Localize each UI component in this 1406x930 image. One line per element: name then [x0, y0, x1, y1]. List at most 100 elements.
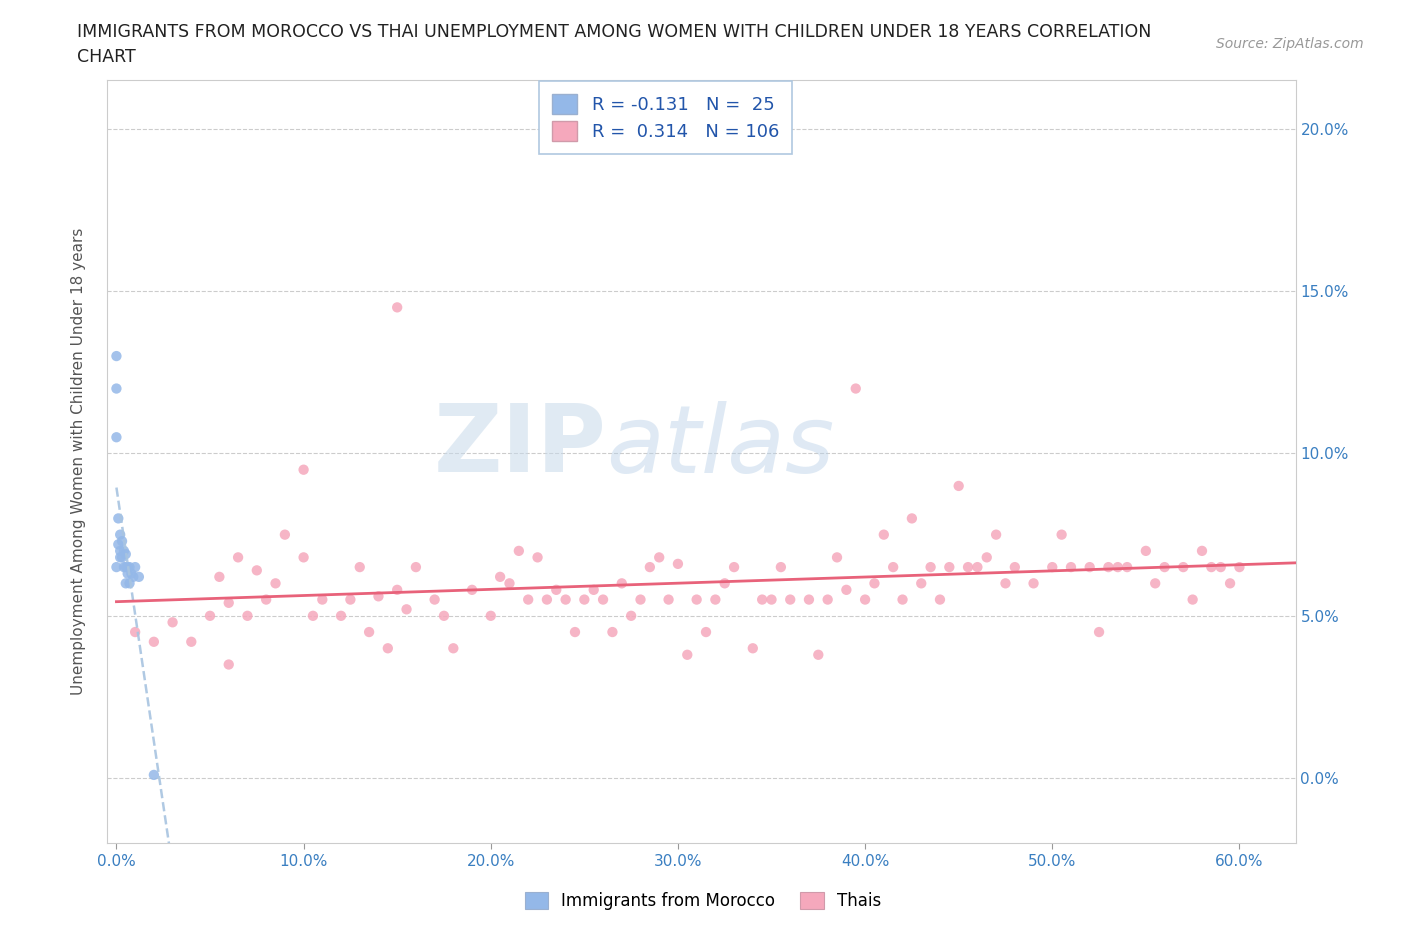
Point	[1116, 560, 1139, 575]
Point	[111, 534, 134, 549]
Y-axis label: Unemployment Among Women with Children Under 18 years: Unemployment Among Women with Children U…	[72, 228, 86, 696]
Point	[359, 625, 381, 640]
Point	[901, 511, 924, 525]
Point	[1219, 576, 1241, 591]
Point	[105, 430, 128, 445]
Point	[574, 592, 596, 607]
Text: atlas: atlas	[606, 401, 835, 492]
Point	[385, 300, 408, 315]
Point	[107, 537, 129, 551]
Point	[254, 592, 277, 607]
Point	[845, 381, 868, 396]
Point	[1040, 560, 1063, 575]
Point	[226, 550, 249, 565]
Point	[105, 560, 128, 575]
Text: CHART: CHART	[77, 48, 136, 66]
Point	[377, 641, 399, 656]
Point	[929, 592, 952, 607]
Point	[630, 592, 652, 607]
Point	[966, 560, 988, 575]
Point	[1135, 543, 1157, 558]
Point	[1209, 560, 1232, 575]
Point	[1050, 527, 1073, 542]
Point	[122, 569, 145, 584]
Point	[489, 569, 512, 584]
Point	[120, 566, 142, 581]
Point	[508, 543, 530, 558]
Point	[114, 576, 136, 591]
Point	[835, 582, 858, 597]
Point	[741, 641, 763, 656]
Point	[423, 592, 446, 607]
Point	[938, 560, 960, 575]
Point	[302, 608, 325, 623]
Point	[1078, 560, 1101, 575]
Point	[367, 589, 389, 604]
Point	[769, 560, 792, 575]
Point	[797, 592, 820, 607]
Point	[292, 550, 315, 565]
Point	[142, 634, 165, 649]
Point	[124, 560, 146, 575]
Point	[180, 634, 202, 649]
Point	[112, 543, 135, 558]
Point	[984, 527, 1007, 542]
Point	[948, 479, 970, 494]
Point	[817, 592, 839, 607]
Point	[863, 576, 886, 591]
Point	[218, 658, 240, 672]
Point	[236, 608, 259, 623]
Point	[1004, 560, 1026, 575]
Point	[554, 592, 576, 607]
Legend: R = -0.131   N =  25, R =  0.314   N = 106: R = -0.131 N = 25, R = 0.314 N = 106	[540, 82, 792, 153]
Point	[825, 550, 848, 565]
Point	[526, 550, 548, 565]
Text: ZIP: ZIP	[433, 400, 606, 492]
Point	[873, 527, 896, 542]
Point	[779, 592, 801, 607]
Point	[536, 592, 558, 607]
Point	[676, 647, 699, 662]
Point	[108, 550, 131, 565]
Point	[111, 550, 134, 565]
Point	[128, 569, 150, 584]
Point	[648, 550, 671, 565]
Point	[385, 582, 408, 597]
Point	[638, 560, 661, 575]
Point	[546, 582, 568, 597]
Point	[882, 560, 904, 575]
Point	[564, 625, 586, 640]
Text: IMMIGRANTS FROM MOROCCO VS THAI UNEMPLOYMENT AMONG WOMEN WITH CHILDREN UNDER 18 : IMMIGRANTS FROM MOROCCO VS THAI UNEMPLOY…	[77, 23, 1152, 41]
Point	[1153, 560, 1175, 575]
Point	[198, 608, 221, 623]
Point	[339, 592, 361, 607]
Point	[1144, 576, 1167, 591]
Point	[1022, 576, 1045, 591]
Legend: Immigrants from Morocco, Thais: Immigrants from Morocco, Thais	[517, 885, 889, 917]
Point	[1097, 560, 1119, 575]
Point	[330, 608, 353, 623]
Point	[114, 547, 136, 562]
Point	[105, 381, 128, 396]
Point	[1107, 560, 1129, 575]
Point	[142, 767, 165, 782]
Point	[713, 576, 735, 591]
Point	[311, 592, 333, 607]
Point	[723, 560, 745, 575]
Point	[162, 615, 184, 630]
Point	[395, 602, 418, 617]
Point	[118, 560, 141, 575]
Point	[1201, 560, 1223, 575]
Point	[957, 560, 980, 575]
Point	[666, 556, 689, 571]
Point	[920, 560, 942, 575]
Point	[117, 566, 139, 581]
Point	[1181, 592, 1204, 607]
Point	[112, 560, 135, 575]
Point	[124, 625, 146, 640]
Point	[108, 527, 131, 542]
Point	[208, 569, 231, 584]
Point	[117, 560, 139, 575]
Point	[264, 576, 287, 591]
Point	[582, 582, 605, 597]
